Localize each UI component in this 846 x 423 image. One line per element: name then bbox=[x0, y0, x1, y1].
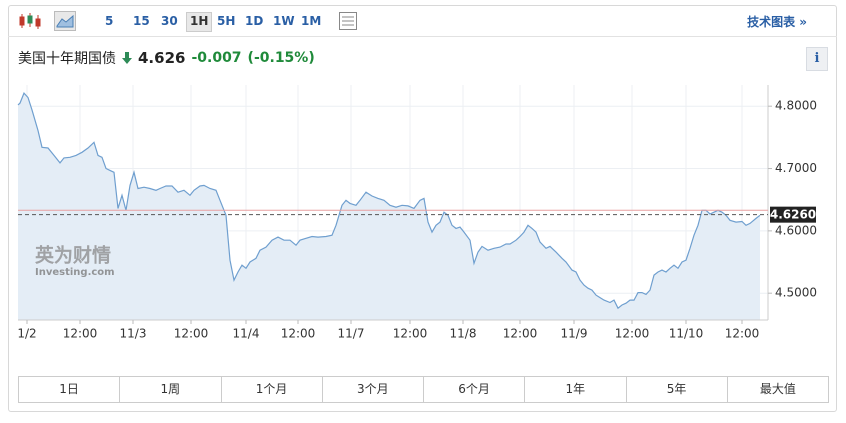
interval-button[interactable]: 1D bbox=[245, 14, 264, 28]
plot-layer bbox=[17, 85, 769, 321]
range-button[interactable]: 1日 bbox=[19, 377, 121, 402]
instrument-title: 美国十年期国债 bbox=[18, 51, 116, 67]
candle-icon[interactable] bbox=[18, 11, 42, 31]
y-tick-label: 4.5000 bbox=[775, 286, 817, 300]
y-tick-label: 4.7000 bbox=[775, 161, 817, 175]
change-pct: (-0.15%) bbox=[247, 50, 315, 66]
area bbox=[18, 93, 760, 320]
line bbox=[17, 91, 761, 310]
x-tick-label: 12:00 bbox=[281, 327, 316, 341]
interval-button[interactable]: 1W bbox=[273, 14, 295, 28]
watermark-brand: 英为财情 bbox=[35, 244, 111, 267]
x-tick-label: 11/8 bbox=[450, 327, 477, 341]
range-button[interactable]: 5年 bbox=[627, 377, 728, 402]
x-tick-label: 11/10 bbox=[669, 327, 704, 341]
interval-button[interactable]: 1M bbox=[301, 14, 322, 28]
range-button[interactable]: 6个月 bbox=[424, 377, 526, 402]
range-button[interactable]: 3个月 bbox=[323, 377, 424, 402]
down-arrow bbox=[122, 52, 132, 64]
interval-button[interactable]: 5H bbox=[217, 14, 236, 28]
x-tick-label: 1/2 bbox=[17, 327, 36, 341]
range-button[interactable]: 1个月 bbox=[222, 377, 323, 402]
current-label: 4.6260 bbox=[770, 208, 816, 222]
y-tick-label: 4.8000 bbox=[775, 99, 817, 113]
toolbar: 技术图表 » 5 15 30 1H 5H 1D 1W 1M bbox=[8, 5, 837, 37]
interval-button[interactable]: 5 bbox=[105, 14, 114, 28]
info-button[interactable]: i bbox=[806, 47, 828, 71]
range-bar: 1日 1周 1个月 3个月 6个月 1年 5年 最大值 bbox=[18, 376, 829, 403]
y-tick-label: 4.6000 bbox=[775, 223, 817, 237]
x-tick-label: 12:00 bbox=[615, 327, 650, 341]
x-tick-label: 12:00 bbox=[725, 327, 760, 341]
x-tick-label: 12:00 bbox=[503, 327, 538, 341]
x-tick-label: 11/4 bbox=[233, 327, 260, 341]
interval-button[interactable]: 30 bbox=[161, 14, 178, 28]
widget-frame bbox=[8, 5, 837, 412]
x-tick-label: 12:00 bbox=[63, 327, 98, 341]
x-tick-label: 11/9 bbox=[561, 327, 588, 341]
range-button[interactable]: 1年 bbox=[525, 377, 627, 402]
range-button[interactable]: 最大值 bbox=[759, 382, 796, 396]
x-tick-label: 11/3 bbox=[120, 327, 147, 341]
x-tick-label: 12:00 bbox=[393, 327, 428, 341]
interval-button[interactable]: 1H bbox=[186, 12, 213, 32]
header: 美国十年期国债 4.626 -0.007 (-0.15%) bbox=[18, 47, 315, 69]
table-icon[interactable] bbox=[338, 11, 358, 31]
x-tick-label: 11/7 bbox=[338, 327, 365, 341]
interval-button[interactable]: 15 bbox=[133, 14, 150, 28]
watermark-site: Investing.com bbox=[35, 267, 115, 278]
area-icon[interactable] bbox=[54, 11, 76, 31]
current-label-box bbox=[770, 206, 816, 223]
tech-chart-link[interactable]: 技术图表 » bbox=[747, 15, 807, 29]
chart: 英为财情 Investing.com 1/2 12:00 11/3 12:00 11/4… bbox=[17, 85, 817, 341]
price: 4.626 bbox=[138, 49, 186, 67]
x-tick-label: 12:00 bbox=[174, 327, 209, 341]
change: -0.007 bbox=[191, 50, 242, 66]
range-button[interactable]: 1周 bbox=[120, 377, 222, 402]
